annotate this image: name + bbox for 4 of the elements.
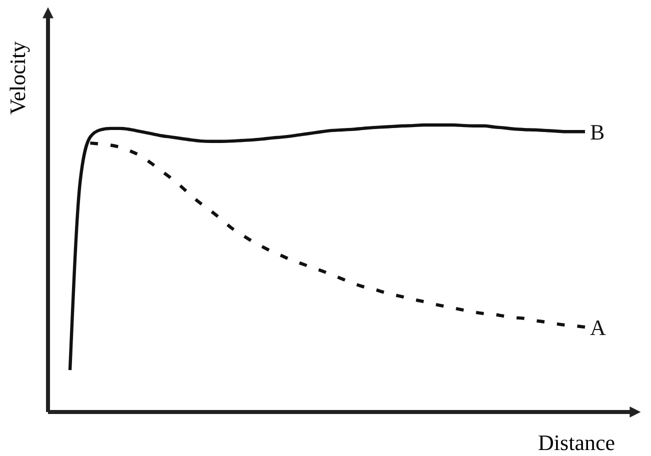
series-label: B bbox=[590, 119, 605, 144]
series-label: A bbox=[590, 314, 606, 340]
y-axis-title: Velocity bbox=[4, 41, 30, 115]
x-axis-title: Distance bbox=[538, 430, 615, 455]
